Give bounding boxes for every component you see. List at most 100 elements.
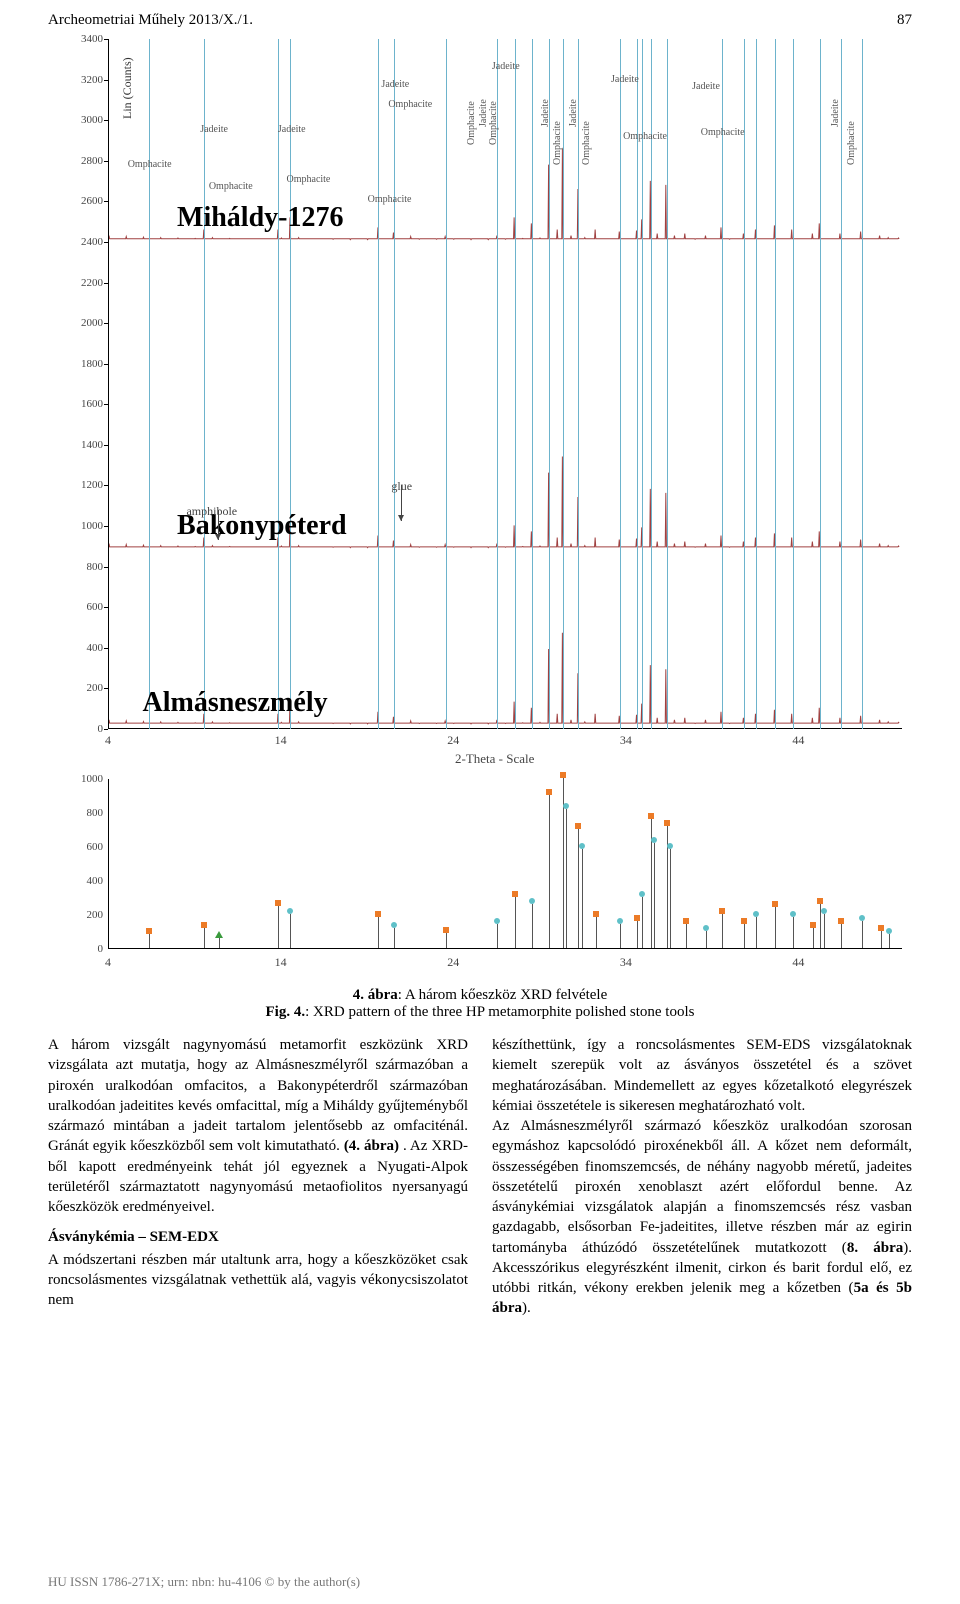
- xrd-traces: [109, 39, 902, 728]
- stick-marker: [664, 820, 670, 826]
- peak-reference-line: [637, 39, 638, 729]
- stick-marker: [790, 911, 796, 917]
- stick-marker: [560, 772, 566, 778]
- stick-marker: [617, 918, 623, 924]
- reference-stick: [582, 849, 583, 948]
- stick-plot: [108, 779, 902, 949]
- x-tick: 44: [778, 955, 818, 970]
- reference-stick: [642, 897, 643, 948]
- reference-stick: [219, 938, 220, 948]
- stick-marker: [821, 908, 827, 914]
- right-column: készíthettünk, így a roncsolásmentes SEM…: [492, 1035, 912, 1319]
- y-tick: 1000: [53, 520, 103, 532]
- stick-marker: [886, 928, 892, 934]
- peak-reference-line: [820, 39, 821, 729]
- peak-label: Omphacite: [287, 174, 331, 185]
- stick-marker: [215, 931, 223, 938]
- peak-reference-line: [578, 39, 579, 729]
- stick-marker: [375, 911, 381, 917]
- page-number: 87: [897, 12, 912, 29]
- peak-label: Jadeite: [568, 99, 579, 127]
- stick-marker: [512, 891, 518, 897]
- y-tick: 1200: [53, 479, 103, 491]
- y-tick: 2400: [53, 236, 103, 248]
- peak-label: Omphacite: [623, 131, 667, 142]
- stick-marker: [146, 928, 152, 934]
- stick-marker: [810, 922, 816, 928]
- inline-fig-ref: (4. ábra): [344, 1138, 399, 1154]
- peak-label: Omphacite: [701, 127, 745, 138]
- y-tick: 2600: [53, 195, 103, 207]
- y-tick: 1600: [53, 398, 103, 410]
- stick-marker: [703, 925, 709, 931]
- reference-stick: [686, 924, 687, 948]
- reference-stick: [446, 933, 447, 948]
- peak-label: Jadeite: [692, 81, 720, 92]
- stick-marker: [391, 922, 397, 928]
- y-tick: 2000: [53, 317, 103, 329]
- peak-reference-line: [278, 39, 279, 729]
- stick-marker: [634, 915, 640, 921]
- stick-marker: [859, 915, 865, 921]
- y-tick: 800: [53, 561, 103, 573]
- stick-marker: [648, 813, 654, 819]
- peak-reference-line: [651, 39, 652, 729]
- reference-stick: [278, 906, 279, 949]
- x-tick: 24: [433, 955, 473, 970]
- stick-marker: [287, 908, 293, 914]
- reference-stick: [889, 934, 890, 948]
- stick-marker: [593, 911, 599, 917]
- caption-ref-en: Fig. 4.: [266, 1004, 306, 1020]
- peak-reference-line: [620, 39, 621, 729]
- stick-marker: [575, 823, 581, 829]
- peak-label: Jadeite: [278, 124, 306, 135]
- y-tick: 1400: [53, 439, 103, 451]
- reference-stick: [532, 904, 533, 948]
- y-tick: 600: [53, 601, 103, 613]
- figure-caption: 4. ábra: A három kőeszköz XRD felvétele …: [48, 987, 912, 1021]
- peak-label: Jadeite: [611, 74, 639, 85]
- peak-reference-line: [446, 39, 447, 729]
- reference-stick: [793, 917, 794, 948]
- peak-label: Omphacite: [466, 101, 477, 145]
- reference-stick: [881, 931, 882, 948]
- y-tick-stick: 1000: [53, 773, 103, 785]
- stick-marker: [579, 843, 585, 849]
- reference-stick: [824, 914, 825, 948]
- caption-text-hu: : A három kőeszköz XRD felvétele: [398, 987, 608, 1003]
- stick-marker: [683, 918, 689, 924]
- peak-label: Omphacite: [209, 181, 253, 192]
- reference-stick: [394, 928, 395, 948]
- peak-reference-line: [756, 39, 757, 729]
- reference-stick: [204, 928, 205, 948]
- reference-stick: [862, 921, 863, 948]
- sample-label: Miháldy-1276: [177, 202, 343, 234]
- main-plot: [108, 39, 902, 729]
- reference-stick: [149, 934, 150, 948]
- y-tick: 400: [53, 642, 103, 654]
- y-tick-stick: 200: [53, 909, 103, 921]
- reference-stick: [756, 917, 757, 948]
- stick-marker: [651, 837, 657, 843]
- caption-ref-hu: 4. ábra: [353, 987, 398, 1003]
- x-axis-label: 2-Theta - Scale: [455, 751, 534, 767]
- peak-reference-line: [378, 39, 379, 729]
- peak-reference-line: [793, 39, 794, 729]
- peak-label: Jadeite: [381, 79, 409, 90]
- stick-marker: [546, 789, 552, 795]
- stick-marker: [667, 843, 673, 849]
- peak-label: Omphacite: [581, 121, 592, 165]
- reference-stick: [775, 907, 776, 948]
- peak-reference-line: [549, 39, 550, 729]
- stick-marker: [753, 911, 759, 917]
- stick-marker: [443, 927, 449, 933]
- section-subhead: Ásványkémia – SEM-EDX: [48, 1227, 468, 1247]
- y-tick: 3400: [53, 33, 103, 45]
- peak-label: Jadeite: [492, 61, 520, 72]
- peak-reference-line: [149, 39, 150, 729]
- x-tick: 4: [88, 955, 128, 970]
- peak-label: Jadeite: [830, 99, 841, 127]
- reference-stick: [290, 914, 291, 948]
- y-tick: 3200: [53, 74, 103, 86]
- peak-reference-line: [862, 39, 863, 729]
